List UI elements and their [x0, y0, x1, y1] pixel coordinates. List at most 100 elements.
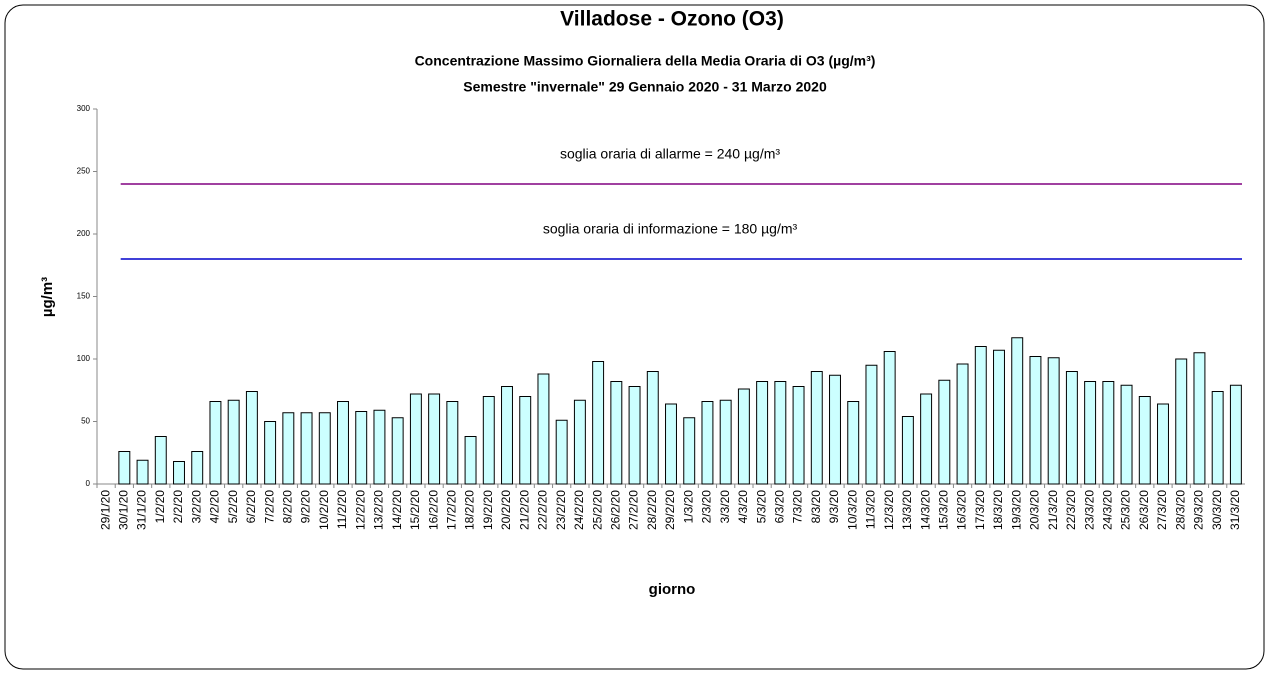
- x-tick-label: 27/2/20: [627, 490, 641, 530]
- bar: [1011, 337, 1024, 485]
- bar: [920, 393, 933, 485]
- x-tick-label: 25/2/20: [590, 490, 604, 530]
- bar: [446, 401, 459, 485]
- bar: [646, 371, 659, 485]
- bar: [154, 436, 167, 485]
- bar: [555, 419, 568, 485]
- bar: [774, 381, 787, 485]
- x-tick-label: 8/2/20: [281, 490, 295, 524]
- y-tick-label: 100: [77, 354, 91, 363]
- bar: [1157, 403, 1169, 485]
- bar: [1120, 384, 1133, 485]
- y-tick-label: 50: [81, 417, 90, 426]
- x-tick-label: 17/3/20: [973, 490, 987, 530]
- x-tick-label: 2/3/20: [700, 490, 714, 524]
- x-axis-label: giorno: [649, 581, 696, 598]
- threshold-label: soglia oraria di informazione = 180 µg/m…: [543, 221, 798, 237]
- x-tick-label: 31/1/20: [135, 490, 149, 530]
- x-tick-label: 23/2/20: [554, 490, 568, 530]
- y-tick-label: 250: [77, 167, 91, 176]
- x-tick-label: 2/2/20: [171, 490, 185, 524]
- bar: [573, 399, 586, 485]
- y-tick-label: 200: [77, 229, 91, 238]
- bar: [1193, 352, 1206, 485]
- bar: [901, 416, 914, 485]
- bar: [1211, 391, 1224, 485]
- bar: [191, 451, 204, 485]
- bar: [956, 363, 969, 485]
- bar: [519, 396, 532, 485]
- bar: [337, 401, 349, 485]
- x-tick-label: 4/2/20: [208, 490, 222, 524]
- bar: [173, 461, 185, 485]
- x-tick-label: 1/3/20: [681, 490, 695, 524]
- chart-subtitle: Semestre "invernale" 29 Gennaio 2020 - 3…: [463, 79, 827, 95]
- bar: [537, 373, 550, 485]
- bar: [118, 451, 131, 485]
- x-tick-label: 31/3/20: [1228, 490, 1242, 530]
- x-tick-label: 3/3/20: [718, 490, 732, 524]
- x-tick-label: 11/3/20: [864, 490, 878, 529]
- bar: [683, 417, 696, 485]
- x-tick-label: 20/3/20: [1028, 490, 1042, 530]
- x-tick-label: 7/3/20: [791, 490, 805, 524]
- bar: [719, 399, 732, 485]
- chart-subtitle: Concentrazione Massimo Giornaliera della…: [415, 53, 876, 69]
- x-tick-label: 12/3/20: [882, 490, 896, 530]
- x-tick-label: 24/3/20: [1101, 490, 1115, 530]
- bar: [1065, 371, 1078, 485]
- y-tick-label: 0: [86, 479, 91, 488]
- bar: [883, 351, 896, 485]
- bar: [482, 396, 495, 485]
- bar: [993, 349, 1005, 485]
- x-tick-label: 15/3/20: [937, 490, 951, 530]
- x-tick-label: 19/2/20: [481, 490, 495, 530]
- bar: [391, 417, 404, 485]
- x-tick-label: 4/3/20: [736, 490, 750, 524]
- x-tick-label: 1/2/20: [153, 490, 167, 524]
- bar: [847, 401, 860, 485]
- x-tick-label: 8/3/20: [809, 490, 823, 524]
- x-tick-label: 6/3/20: [773, 490, 787, 524]
- x-tick-label: 10/3/20: [845, 490, 859, 530]
- bar: [1084, 381, 1097, 485]
- chart-title: Villadose - Ozono (O3): [560, 8, 784, 31]
- x-tick-label: 30/1/20: [117, 490, 131, 530]
- x-tick-label: 26/3/20: [1137, 490, 1151, 530]
- x-tick-label: 16/3/20: [955, 490, 969, 530]
- bar: [1102, 381, 1115, 485]
- x-tick-label: 10/2/20: [317, 490, 331, 530]
- x-tick-label: 19/3/20: [1009, 490, 1023, 530]
- x-tick-label: 15/2/20: [408, 490, 422, 530]
- bar: [245, 391, 258, 485]
- bar: [209, 401, 222, 485]
- x-tick-label: 28/2/20: [645, 490, 659, 530]
- x-tick-label: 27/3/20: [1155, 490, 1169, 530]
- x-tick-label: 13/2/20: [372, 490, 386, 530]
- bar: [756, 381, 769, 485]
- bar: [464, 436, 477, 485]
- x-tick-label: 3/2/20: [189, 490, 203, 524]
- bar: [227, 399, 240, 485]
- x-tick-label: 20/2/20: [499, 490, 513, 530]
- x-tick-label: 23/3/20: [1082, 490, 1096, 530]
- bar: [829, 374, 841, 485]
- bar: [665, 403, 677, 485]
- bar: [974, 346, 987, 485]
- x-tick-label: 18/3/20: [991, 490, 1005, 530]
- bar: [1029, 356, 1042, 485]
- x-tick-label: 9/3/20: [827, 490, 841, 524]
- x-tick-label: 22/3/20: [1064, 490, 1078, 530]
- x-tick-label: 6/2/20: [244, 490, 258, 524]
- x-tick-label: 29/2/20: [663, 490, 677, 530]
- y-axis-label: µg/m³: [39, 277, 56, 317]
- x-tick-label: 17/2/20: [445, 490, 459, 530]
- bar: [592, 361, 605, 485]
- bar: [300, 412, 313, 485]
- x-tick-label: 29/3/20: [1192, 490, 1206, 530]
- bar: [428, 393, 441, 485]
- bar: [318, 412, 331, 485]
- bar: [701, 401, 714, 485]
- x-tick-label: 21/3/20: [1046, 490, 1060, 530]
